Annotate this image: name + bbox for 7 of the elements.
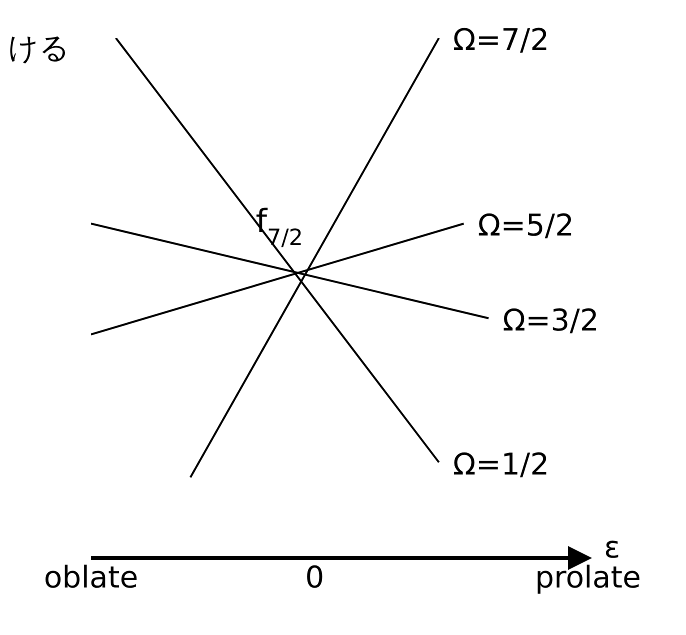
- text: ける: [8, 30, 70, 68]
- series-label: Ω=3/2: [502, 303, 599, 338]
- series-label: Ω=1/2: [452, 447, 550, 482]
- series-label: Ω=5/2: [478, 208, 574, 244]
- x-tick-label: oblate: [44, 560, 138, 596]
- x-tick-label: 0: [305, 560, 324, 596]
- series-label: Ω=7/2: [452, 23, 550, 58]
